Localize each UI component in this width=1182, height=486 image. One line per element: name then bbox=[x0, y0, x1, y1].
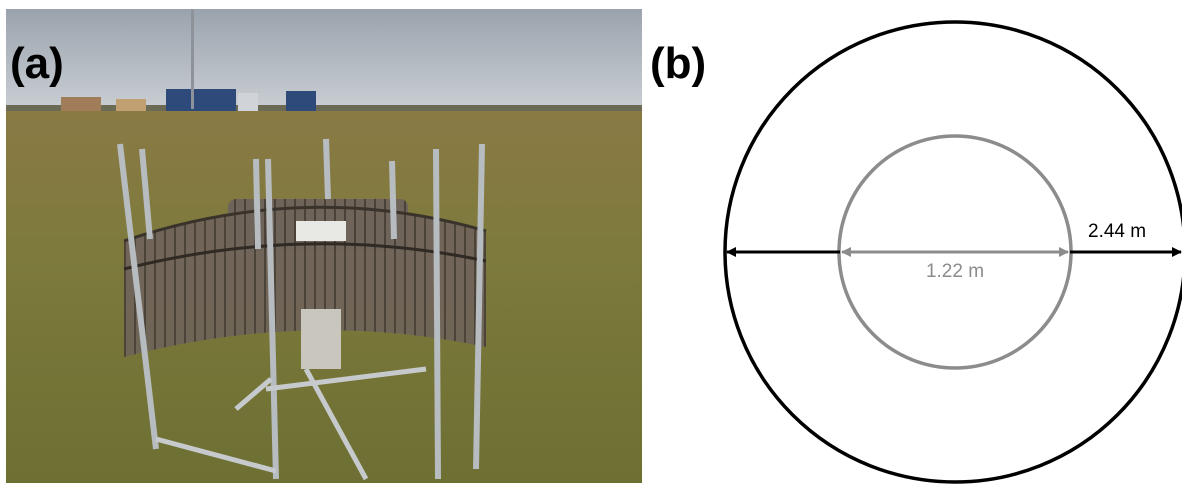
outer-fence-circle bbox=[723, 20, 1182, 484]
outer-diameter-label: 2.44 m bbox=[1088, 221, 1146, 242]
inner-diameter-label: 1.22 m bbox=[926, 261, 984, 282]
panel-b-label: (b) bbox=[650, 39, 707, 88]
panel-a-label: (a) bbox=[10, 39, 64, 88]
field-photo bbox=[6, 9, 642, 483]
